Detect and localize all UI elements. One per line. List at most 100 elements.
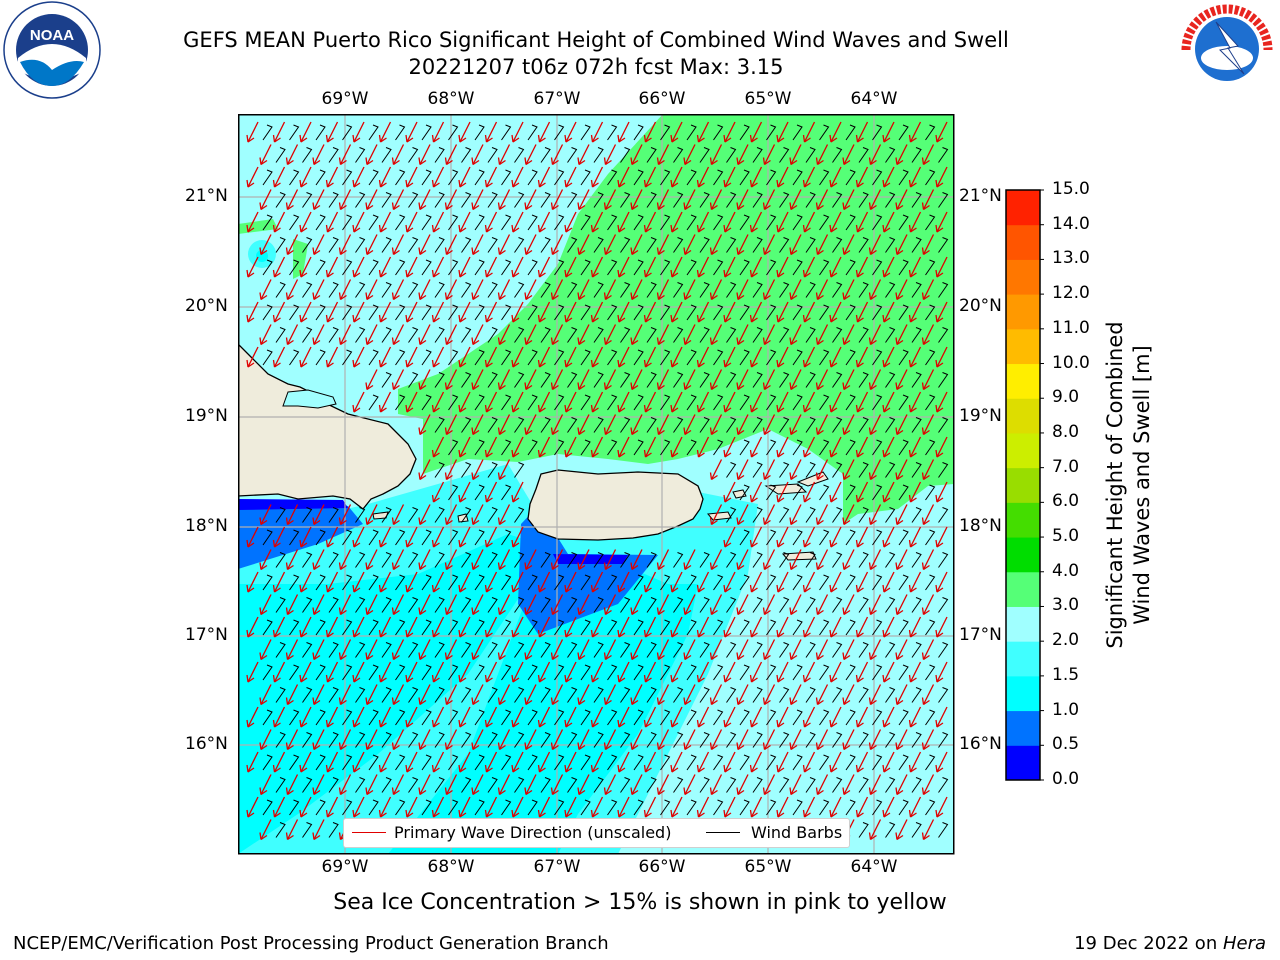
wind-barb [792, 214, 803, 231]
colorbar-title-line1: Significant Height of Combined [1103, 321, 1127, 649]
wave-direction-arrow [497, 144, 511, 166]
wave-direction-arrow [484, 616, 498, 638]
wave-direction-arrow [709, 144, 723, 166]
wind-barb [540, 192, 551, 208]
wind-barb [819, 619, 830, 636]
wave-direction-arrow [378, 616, 392, 638]
wave-direction-arrow [590, 121, 604, 143]
wave-direction-arrow [749, 706, 763, 728]
wind-barb [328, 642, 339, 658]
wind-barb [925, 754, 936, 771]
wave-direction-arrow [829, 571, 842, 593]
wind-barb [858, 417, 869, 433]
wave-direction-arrow [842, 639, 855, 661]
wind-barb [646, 237, 657, 253]
wave-direction-arrow [882, 436, 895, 458]
wind-barb [832, 327, 843, 343]
wind-barb [514, 147, 525, 163]
wind-barb [355, 687, 366, 703]
wave-direction-arrow [776, 571, 789, 593]
wind-barb [938, 687, 949, 703]
wind-barb [355, 552, 366, 568]
wave-direction-arrow [299, 166, 312, 188]
wind-barb [527, 169, 538, 186]
wave-direction-arrow [603, 324, 617, 346]
wave-direction-arrow [246, 121, 259, 143]
wave-direction-arrow [458, 436, 471, 458]
wind-barb [381, 732, 392, 748]
wave-direction-arrow [789, 684, 802, 706]
wave-direction-arrow [259, 729, 272, 751]
wind-barb [275, 327, 286, 343]
wave-direction-arrow [855, 706, 869, 728]
wave-direction-arrow [458, 526, 471, 548]
wave-direction-arrow [471, 639, 484, 661]
footer-date: 19 Dec 2022 on Hera [1074, 933, 1266, 954]
wave-direction-arrow [338, 504, 352, 526]
wave-direction-arrow [895, 504, 908, 526]
wave-direction-arrow [683, 234, 696, 256]
wave-direction-arrow [365, 324, 378, 346]
wave-direction-arrow [935, 121, 948, 143]
wind-barb [898, 529, 909, 546]
wind-barb [673, 282, 684, 298]
wave-direction-arrow [312, 684, 325, 706]
wave-direction-arrow [908, 301, 922, 323]
wind-barb [434, 732, 445, 748]
wind-barb [275, 597, 286, 613]
wind-barb [938, 552, 949, 568]
wave-direction-arrow [511, 706, 524, 728]
wave-direction-arrow [617, 256, 630, 278]
wave-direction-arrow [405, 661, 418, 683]
wave-direction-arrow [656, 774, 670, 796]
colorbar-segment [1006, 745, 1040, 781]
wave-direction-arrow [325, 121, 339, 143]
wind-barb [434, 417, 445, 433]
wind-barb [858, 462, 869, 478]
wind-barb [739, 484, 750, 501]
wind-barb [792, 304, 803, 321]
wind-barb [381, 237, 392, 253]
wave-direction-arrow [577, 144, 590, 166]
wave-direction-arrow [444, 594, 458, 616]
wind-barb [527, 709, 538, 726]
wave-direction-arrow [285, 594, 299, 616]
wind-barb [275, 687, 286, 703]
lon-label-bottom-67w: 67°W [533, 857, 581, 877]
wind-barb [514, 327, 525, 343]
wave-direction-arrow [908, 256, 922, 278]
wind-barb [620, 597, 631, 613]
wave-direction-arrow [895, 774, 908, 796]
wind-barb [872, 214, 883, 231]
wave-direction-arrow [418, 774, 431, 796]
wind-barb [819, 214, 830, 231]
wind-barb [395, 394, 406, 411]
wave-direction-arrow [352, 796, 365, 818]
wind-barb [699, 282, 710, 298]
wave-direction-arrow [272, 211, 286, 233]
wave-direction-arrow [709, 549, 723, 571]
wind-barb [514, 507, 525, 523]
wave-direction-arrow [656, 414, 670, 436]
wind-barb [739, 304, 750, 321]
wind-barb [342, 529, 353, 546]
wave-direction-arrow [285, 279, 299, 301]
wind-barb [620, 192, 631, 208]
wind-barb [540, 282, 551, 298]
wind-barb [699, 597, 710, 613]
wave-direction-arrow [908, 661, 922, 683]
wind-barb [593, 642, 604, 658]
wave-direction-arrow [577, 324, 590, 346]
wave-direction-arrow [365, 144, 378, 166]
wave-direction-arrow [352, 166, 365, 188]
wind-barb [368, 394, 379, 411]
wind-barb [766, 124, 777, 141]
wind-barb [792, 394, 803, 411]
wave-direction-arrow [405, 121, 418, 143]
wave-direction-arrow [670, 211, 683, 233]
wind-barb [554, 394, 565, 411]
wind-barb [355, 327, 366, 343]
wind-barb [474, 799, 485, 816]
wave-direction-arrow [352, 661, 365, 683]
wave-direction-arrow [670, 436, 683, 458]
